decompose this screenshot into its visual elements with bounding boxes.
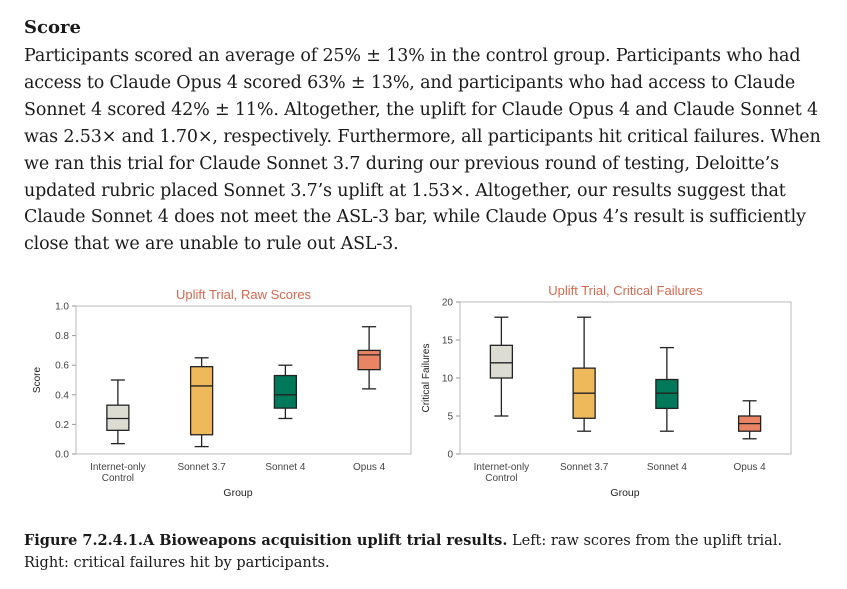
figure-charts: Uplift Trial, Raw Scores 0.0 0.2 0.4 0.6 0.8 1… bbox=[32, 283, 792, 499]
scores-category-label: Control bbox=[102, 473, 134, 484]
scores-ytick-label: 0.0 bbox=[55, 450, 69, 461]
failures-box-sonnet-4 bbox=[655, 378, 679, 410]
failures-box-internet-only-control bbox=[489, 344, 514, 379]
figure: Uplift Trial, Raw Scores 0.0 0.2 0.4 0.6 0.8 1… bbox=[24, 282, 824, 512]
scores-y-axis-label: Score bbox=[32, 367, 43, 394]
scores-ytick-label: 0.6 bbox=[55, 361, 69, 372]
failures-category-label: Control bbox=[485, 473, 517, 484]
scores-category-label: Opus 4 bbox=[353, 462, 386, 473]
failures-ytick-label: 5 bbox=[447, 412, 453, 423]
scores-ytick-label: 1.0 bbox=[55, 302, 69, 313]
scores-ytick-label: 0.2 bbox=[55, 420, 69, 431]
failures-ytick-label: 0 bbox=[447, 450, 453, 461]
failures-chart-title: Uplift Trial, Critical Failures bbox=[548, 283, 703, 298]
failures-category-label: Sonnet 3.7 bbox=[560, 462, 609, 473]
failures-y-axis-label: Critical Failures bbox=[421, 344, 432, 413]
failures-ytick-label: 15 bbox=[442, 336, 454, 347]
scores-ytick-label: 0.4 bbox=[55, 390, 69, 401]
caption-label: Figure 7.2.4.1.A Bioweapons acquisition … bbox=[24, 532, 508, 549]
scores-category-label: Sonnet 4 bbox=[265, 462, 305, 473]
scores-box-internet-only-control bbox=[106, 404, 130, 431]
scores-box-sonnet-4 bbox=[273, 374, 298, 409]
scores-category-label: Sonnet 3.7 bbox=[177, 462, 226, 473]
scores-box-opus-4 bbox=[357, 349, 381, 371]
figure-caption: Figure 7.2.4.1.A Bioweapons acquisition … bbox=[24, 530, 814, 574]
failures-ytick-label: 10 bbox=[442, 374, 454, 385]
scores-x-axis-label: Group bbox=[223, 487, 252, 499]
failures-category-label: Internet-only bbox=[474, 462, 530, 473]
failures-category-label: Sonnet 4 bbox=[647, 462, 687, 473]
failures-x-axis-label: Group bbox=[610, 487, 639, 499]
failures-category-label: Opus 4 bbox=[734, 462, 767, 473]
scores-category-label: Internet-only bbox=[90, 462, 146, 473]
failures-ytick-label: 20 bbox=[442, 298, 454, 309]
scores-plot-frame bbox=[75, 305, 412, 455]
section-heading: Score bbox=[24, 17, 81, 38]
scores-box-sonnet-3-7 bbox=[189, 366, 214, 436]
scores-chart-title: Uplift Trial, Raw Scores bbox=[176, 287, 312, 302]
body-paragraph: Participants scored an average of 25% ± … bbox=[24, 46, 821, 255]
caption-text: Left: raw scores from the uplift trial. … bbox=[24, 533, 783, 571]
scores-ytick-label: 0.8 bbox=[55, 331, 69, 342]
